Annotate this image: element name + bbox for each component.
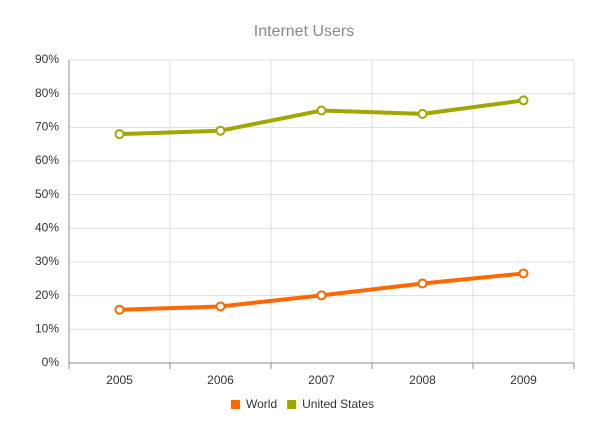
y-tick-label: 20%: [35, 288, 59, 302]
y-tick-label: 40%: [35, 221, 59, 235]
x-tick-label: 2009: [510, 373, 537, 387]
point: [316, 105, 327, 116]
chart-title: Internet Users: [254, 23, 354, 40]
y-tick-label: 0%: [42, 355, 60, 369]
y-tick-label: 80%: [35, 86, 59, 100]
point: [518, 95, 529, 106]
point: [215, 301, 226, 312]
y-tick-label: 10%: [35, 322, 59, 336]
point: [215, 125, 226, 136]
y-tick-label: 70%: [35, 120, 59, 134]
point: [316, 290, 327, 301]
point: [417, 278, 428, 289]
point: [114, 129, 125, 140]
point: [417, 108, 428, 119]
y-tick-label: 30%: [35, 254, 59, 268]
point: [518, 268, 529, 279]
y-tick-label: 60%: [35, 153, 59, 167]
x-tick-label: 2007: [308, 373, 335, 387]
x-tick-label: 2006: [207, 373, 234, 387]
point: [114, 304, 125, 315]
legend-swatch: [287, 400, 297, 409]
legend-swatch: [231, 400, 240, 409]
legend-label: United States: [302, 397, 374, 411]
x-tick-label: 2005: [106, 373, 133, 387]
y-tick-label: 90%: [35, 52, 59, 66]
y-tick-label: 50%: [35, 187, 59, 201]
legend-label: World: [246, 397, 277, 411]
x-tick-label: 2008: [409, 373, 436, 387]
